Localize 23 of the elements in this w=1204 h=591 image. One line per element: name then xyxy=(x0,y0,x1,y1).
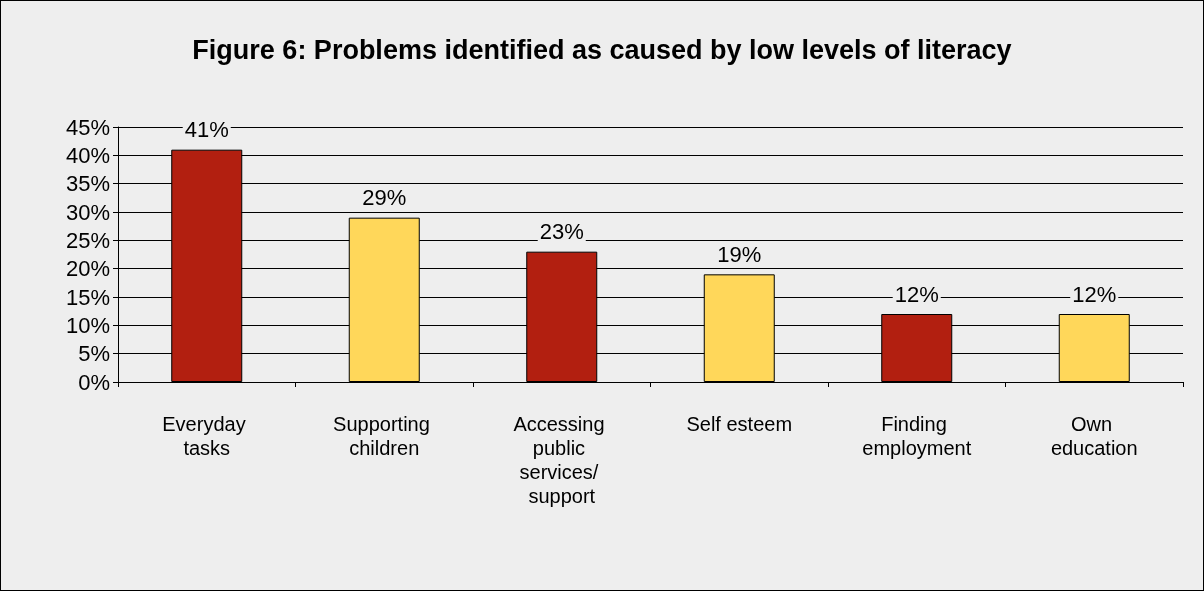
y-tick-label: 10% xyxy=(65,312,110,338)
data-label: 12% xyxy=(1072,281,1117,307)
data-label: 19% xyxy=(717,241,762,267)
data-label: 41% xyxy=(184,117,229,143)
y-tick-label: 0% xyxy=(78,369,110,395)
x-tick-label: Everyday tasks xyxy=(162,413,252,459)
y-tick-label: 45% xyxy=(65,114,110,140)
data-label: 12% xyxy=(894,281,939,307)
x-tick-label: Finding employment xyxy=(862,413,972,459)
y-tick-label: 20% xyxy=(65,256,110,282)
y-tick-label: 30% xyxy=(65,199,110,225)
y-tick-label: 35% xyxy=(65,171,110,197)
data-label: 23% xyxy=(539,219,584,245)
x-tick-label: Supporting children xyxy=(333,413,436,459)
data-label: 29% xyxy=(362,185,407,211)
chart-title: Figure 6: Problems identified as caused by low levels of literacy xyxy=(192,34,1012,65)
y-tick-label: 40% xyxy=(65,142,110,168)
x-tick-label: Self esteem xyxy=(686,413,793,435)
y-tick-label: 15% xyxy=(65,284,110,310)
y-tick-label: 25% xyxy=(65,227,110,253)
x-tick-label: Accessing public services/ support xyxy=(513,413,611,507)
x-tick-label: Own education xyxy=(1050,413,1138,459)
y-tick-label: 5% xyxy=(78,341,110,367)
